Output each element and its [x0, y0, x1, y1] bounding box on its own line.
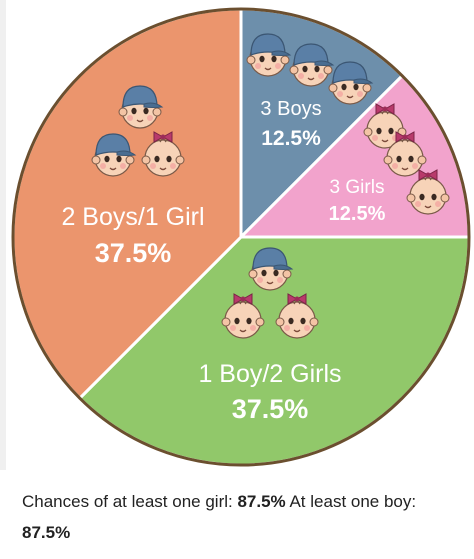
- girl-face-icon: [383, 131, 427, 177]
- boy-face-icon: [248, 247, 294, 291]
- boy-face-icon: [91, 133, 137, 177]
- caption: Chances of at least one girl: 87.5% At l…: [22, 486, 462, 548]
- slice-label-3-girls: 3 Girls: [330, 177, 385, 198]
- slice-value-2-boys-1-girl: 37.5%: [95, 238, 172, 268]
- caption-boy-value: 87.5%: [22, 523, 71, 542]
- slice-label-1-boy-2-girls: 1 Boy/2 Girls: [198, 360, 341, 388]
- girl-face-icon: [141, 131, 185, 177]
- slice-value-3-boys: 12.5%: [261, 127, 321, 150]
- pie-faces: [91, 33, 450, 339]
- left-border-strip: [0, 0, 6, 470]
- girl-face-icon: [221, 293, 265, 339]
- caption-girl-value: 87.5%: [237, 492, 286, 511]
- caption-boy-text: At least one boy:: [289, 492, 417, 511]
- boy-face-icon: [246, 33, 292, 77]
- boy-face-icon: [118, 85, 164, 129]
- slice-label-3-boys: 3 Boys: [260, 98, 321, 120]
- slice-value-3-girls: 12.5%: [329, 203, 386, 225]
- slice-label-2-boys-1-girl: 2 Boys/1 Girl: [61, 203, 204, 231]
- girl-face-icon: [406, 169, 450, 215]
- caption-girl-text: Chances of at least one girl:: [22, 492, 233, 511]
- boy-face-icon: [289, 43, 335, 87]
- girl-face-icon: [275, 293, 319, 339]
- boy-face-icon: [328, 61, 374, 105]
- slice-value-1-boy-2-girls: 37.5%: [232, 394, 309, 424]
- pie-labels: 3 Boys 12.5% 3 Girls 12.5% 1 Boy/2 Girls…: [61, 98, 385, 424]
- pie-outline: [11, 7, 471, 467]
- girl-face-icon: [363, 103, 407, 149]
- pie-chart: 3 Boys 12.5% 3 Girls 12.5% 1 Boy/2 Girls…: [11, 7, 471, 467]
